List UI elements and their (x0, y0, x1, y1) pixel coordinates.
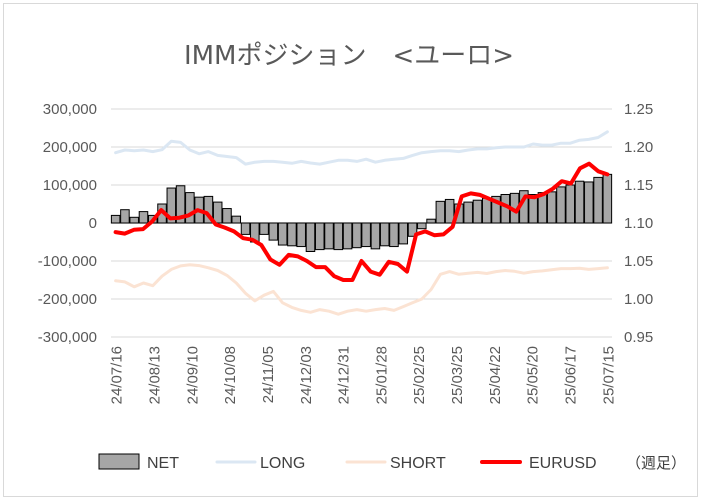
legend-label: LONG (260, 455, 305, 472)
net-bar (129, 216, 139, 224)
x-tick-label: 24/09/10 (184, 346, 201, 404)
legend-label: NET (147, 455, 179, 472)
net-bar (203, 195, 214, 224)
net-bar (491, 195, 501, 224)
left-tick-label: 200,000 (43, 139, 97, 156)
x-axis: 24/07/16 24/08/13 24/09/10 24/10/08 24/11/05… (109, 346, 618, 404)
right-tick-label: 1.10 (624, 215, 653, 232)
left-tick-label: 100,000 (43, 177, 97, 194)
net-bar (305, 222, 316, 252)
net-bar (565, 184, 576, 224)
long-line (114, 130, 609, 166)
net-bar (481, 197, 492, 224)
net-bar (352, 222, 362, 249)
x-tick-label: 25/01/28 (373, 346, 390, 404)
left-tick-label: -200,000 (38, 291, 97, 308)
net-bar (110, 214, 121, 224)
net-bar (175, 185, 186, 224)
net-bar (120, 209, 130, 224)
x-tick-label: 24/12/03 (298, 346, 315, 404)
net-bar (379, 222, 390, 247)
right-tick-label: 1.20 (624, 139, 653, 156)
left-axis: 300,000 200,000 100,000 0 -100,000 -200,000 -3… (38, 101, 97, 346)
net-bar (389, 222, 399, 248)
right-axis: 1.25 1.20 1.15 1.10 1.05 1.00 0.95 (624, 101, 653, 346)
net-bar (584, 181, 594, 224)
timeframe-note: （週足） (626, 454, 686, 472)
net-bar (268, 222, 279, 241)
net-bar (361, 222, 371, 248)
legend-swatch-net (98, 453, 140, 470)
right-tick-label: 1.05 (624, 253, 653, 270)
net-bar (212, 201, 223, 224)
x-tick-label: 24/11/05 (260, 346, 277, 403)
net-bar (426, 218, 436, 224)
net-bar (324, 222, 334, 250)
net-bar (574, 180, 585, 224)
x-tick-label: 25/07/15 (600, 346, 617, 404)
net-bar (231, 215, 242, 224)
net-bar (435, 200, 446, 224)
left-tick-label: -300,000 (38, 329, 97, 346)
net-bar (370, 222, 381, 250)
legend: NET LONG SHORT EURUSD (98, 453, 597, 472)
x-tick-label: 24/08/13 (147, 346, 164, 404)
x-tick-label: 24/12/31 (336, 346, 353, 404)
net-bar (546, 191, 557, 224)
right-tick-label: 0.95 (624, 329, 653, 346)
net-bar (166, 187, 177, 224)
x-tick-label: 25/03/25 (449, 346, 466, 404)
net-bar (277, 222, 288, 246)
chart-frame: IMMポジション <ユーロ> 300,000 200,000 100,000 0 -10… (3, 3, 698, 497)
net-bar (222, 208, 232, 224)
left-tick-label: 0 (89, 215, 97, 232)
net-bar (185, 192, 195, 224)
net-bar (398, 222, 409, 245)
net-bar (407, 222, 418, 237)
legend-label: EURUSD (529, 455, 597, 472)
right-tick-label: 1.00 (624, 291, 653, 308)
net-bar (528, 194, 538, 224)
left-tick-label: -100,000 (38, 253, 97, 270)
net-bar (138, 211, 149, 224)
net-bar (259, 222, 269, 235)
legend-label: SHORT (390, 455, 446, 472)
short-line (114, 263, 609, 316)
net-bar (593, 176, 603, 224)
net-bar (417, 222, 427, 230)
net-bar (314, 222, 325, 251)
x-tick-label: 25/04/22 (487, 346, 504, 404)
net-bar (333, 222, 344, 251)
right-tick-label: 1.25 (624, 101, 653, 118)
net-bars (110, 173, 613, 252)
left-tick-label: 300,000 (43, 101, 97, 118)
x-tick-label: 25/05/20 (525, 346, 542, 404)
net-bar (296, 222, 306, 248)
right-tick-label: 1.15 (624, 177, 653, 194)
net-bar (444, 198, 455, 224)
chart-title: IMMポジション <ユーロ> (184, 41, 514, 71)
eurusd-line (113, 161, 610, 282)
x-tick-label: 24/10/08 (222, 346, 239, 404)
net-bar (342, 222, 353, 250)
x-tick-label: 25/02/25 (411, 346, 428, 404)
x-tick-label: 24/07/16 (109, 346, 126, 404)
net-bar (472, 199, 483, 224)
net-bar (463, 201, 473, 224)
chart-canvas: IMMポジション <ユーロ> 300,000 200,000 100,000 0 -10… (38, 41, 686, 472)
net-bar (287, 222, 297, 247)
line-series (113, 130, 610, 316)
net-bar (602, 173, 613, 224)
net-bar (556, 186, 566, 224)
x-tick-label: 25/06/17 (563, 346, 580, 404)
net-bar (240, 222, 251, 235)
